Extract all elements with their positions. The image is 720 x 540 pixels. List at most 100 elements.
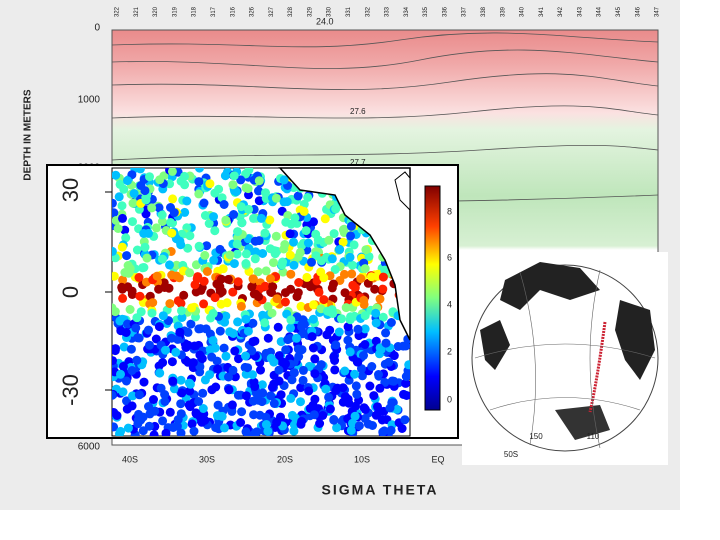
scatter-dot — [286, 219, 296, 229]
colorbar — [424, 185, 441, 411]
scatter-dot — [350, 411, 360, 421]
scatter-dot — [140, 242, 150, 252]
scatter-dot — [148, 298, 158, 308]
scatter-dot — [331, 340, 341, 350]
scatter-dot — [260, 281, 270, 291]
scatter-dot — [375, 383, 385, 393]
station-label: 321 — [134, 6, 140, 17]
scatter-dot — [402, 391, 410, 400]
scatter-dot — [195, 362, 205, 372]
scatter-dot — [256, 213, 266, 223]
scatter-dot — [303, 238, 313, 248]
scatter-dot — [370, 284, 380, 294]
scatter-dot — [345, 315, 355, 325]
scatter-dot — [161, 345, 170, 355]
scatter-dot — [186, 319, 196, 329]
scatter-dot — [339, 269, 349, 279]
scatter-dot — [343, 335, 353, 345]
scatter-dot — [244, 204, 254, 214]
scatter-dot — [154, 284, 164, 294]
scatter-dot — [121, 233, 131, 243]
scatter-dot — [296, 397, 305, 407]
scatter-dot — [371, 336, 381, 346]
scatter-dot — [243, 326, 253, 336]
scatter-dot — [353, 324, 363, 334]
scatter-dot — [114, 192, 124, 202]
scatter-dot — [249, 410, 259, 420]
scatter-dot — [281, 359, 290, 369]
scatter-dot — [241, 427, 251, 436]
scatter-dot — [121, 376, 131, 386]
scatter-dot — [118, 293, 128, 303]
scatter-dot — [154, 322, 164, 332]
scatter-dot — [260, 228, 270, 238]
continent — [615, 300, 655, 380]
scatter-dot — [338, 383, 348, 393]
lat-tick: 0 — [58, 286, 83, 298]
scatter-dot — [247, 346, 257, 356]
scatter-dot — [233, 317, 243, 327]
scatter-dot — [183, 243, 193, 253]
scatter-dot — [349, 240, 359, 250]
scatter-dot — [307, 257, 316, 267]
scatter-dot — [224, 385, 234, 395]
scatter-dot — [310, 354, 320, 364]
scatter-dot — [199, 198, 209, 208]
scatter-dot — [158, 358, 168, 368]
scatter-dot — [309, 217, 318, 227]
scatter-dot — [287, 410, 297, 420]
globe-label: 50S — [504, 450, 518, 459]
scatter-dot — [378, 284, 388, 294]
station-label: 330 — [327, 6, 333, 17]
scatter-dot — [116, 426, 126, 436]
scatter-dot — [165, 299, 175, 309]
scatter-dot — [118, 387, 128, 397]
scatter-dot — [241, 314, 251, 324]
scatter-dot — [304, 386, 314, 396]
scatter-dot — [115, 179, 125, 189]
scatter-dot — [332, 423, 342, 433]
scatter-dot — [112, 208, 119, 218]
scatter-dot — [335, 245, 345, 254]
scatter-dot — [112, 390, 117, 400]
depth-tick: 1000 — [78, 95, 101, 106]
scatter-dot — [177, 306, 186, 316]
scatter-dot — [191, 408, 201, 418]
scatter-dot — [177, 313, 187, 322]
scatter-dot — [281, 288, 290, 298]
scatter-dot — [151, 223, 161, 233]
scatter-dot — [194, 177, 204, 187]
scatter-dot — [263, 426, 273, 436]
scatter-dot — [127, 286, 137, 296]
scatter-dot — [167, 357, 177, 367]
scatter-dot — [360, 264, 370, 274]
scatter-dot — [129, 189, 139, 198]
scatter-dot — [250, 254, 260, 264]
scatter-dot — [369, 391, 379, 401]
scatter-dot — [212, 279, 222, 289]
scatter-dot — [128, 198, 138, 208]
scatter-dot — [341, 303, 351, 313]
scatter-dot — [131, 323, 141, 333]
scatter-dot — [307, 332, 317, 342]
colorbar-tick: 4 — [447, 299, 452, 309]
scatter-dot — [325, 404, 335, 414]
scatter-dot — [293, 191, 303, 201]
scatter-dot — [248, 318, 258, 328]
scatter-dot — [334, 327, 344, 337]
scatter-dot — [268, 282, 278, 292]
scatter-dot — [271, 193, 281, 203]
scatter-dot — [133, 333, 143, 343]
scatter-dot — [223, 274, 233, 284]
scatter-dot — [401, 372, 410, 381]
scatter-dot — [269, 258, 278, 268]
scatter-dot — [134, 273, 144, 282]
scatter-dot — [386, 425, 396, 435]
lat-tick: EQ — [431, 454, 444, 464]
scatter-dot — [346, 221, 356, 231]
scatter-dot — [176, 176, 186, 186]
scatter-dot — [318, 411, 328, 420]
scatter-dot — [144, 421, 154, 431]
scatter-dot — [234, 354, 243, 364]
scatter-dot — [134, 390, 144, 400]
